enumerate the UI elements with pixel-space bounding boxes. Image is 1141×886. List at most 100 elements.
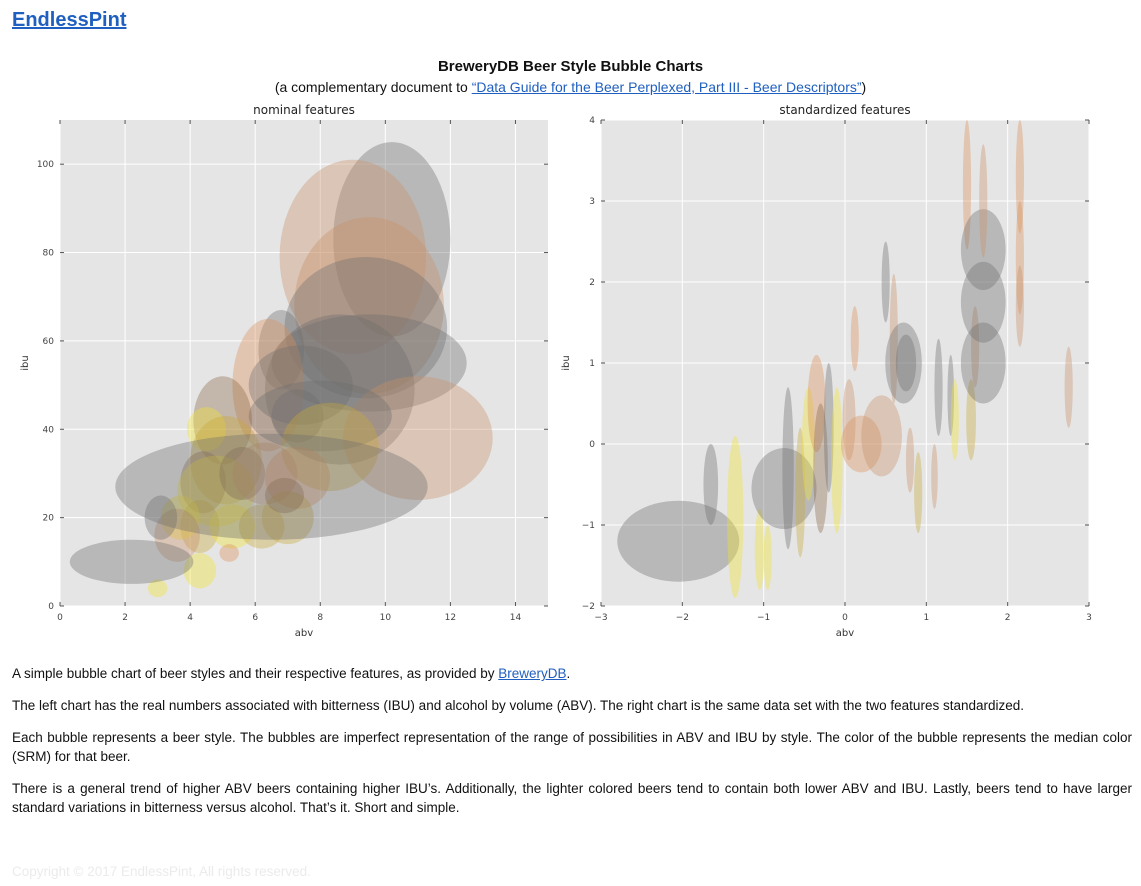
- bubble: [177, 455, 256, 527]
- y-tick-label: −2: [582, 602, 595, 612]
- bubble: [971, 306, 980, 388]
- x-tick-label: 0: [842, 613, 848, 623]
- x-tick-label: 14: [510, 613, 522, 623]
- bubble: [801, 387, 815, 501]
- chart-title: standardized features: [779, 103, 910, 117]
- bubble: [751, 448, 817, 530]
- bubble: [180, 499, 220, 553]
- bubble: [144, 495, 178, 540]
- brand-link[interactable]: EndlessPint: [12, 9, 127, 31]
- bubble: [279, 159, 426, 355]
- para1-prefix: A simple bubble chart of beer styles and…: [12, 666, 499, 681]
- subtitle-suffix: ): [861, 79, 867, 95]
- x-tick-label: −3: [594, 613, 607, 623]
- y-tick-label: 4: [589, 116, 595, 126]
- bubble: [271, 314, 467, 412]
- bubble: [1015, 265, 1024, 347]
- bubble: [154, 508, 200, 562]
- bubble: [962, 120, 972, 250]
- bubble: [180, 451, 226, 514]
- bubble: [966, 379, 976, 461]
- brewerydb-link[interactable]: BreweryDB: [498, 666, 567, 681]
- bubble: [782, 387, 794, 550]
- x-axis-label: abv: [836, 628, 854, 639]
- bubble: [69, 539, 194, 584]
- bubble: [795, 427, 806, 558]
- x-tick-label: 8: [317, 613, 323, 623]
- bubble: [727, 435, 744, 598]
- subtitle-prefix: (a complementary document to: [274, 79, 472, 95]
- bubble: [183, 552, 217, 589]
- bubble: [850, 306, 859, 372]
- y-tick-label: 2: [589, 278, 595, 288]
- bubble: [842, 379, 856, 461]
- bubble: [895, 334, 917, 392]
- bubble: [831, 387, 843, 534]
- bubble: [754, 508, 765, 590]
- bubble: [881, 241, 890, 323]
- bubble: [1015, 201, 1024, 315]
- bubble: [763, 525, 772, 590]
- bubble: [343, 376, 493, 500]
- bubble: [193, 376, 252, 465]
- bubble: [906, 427, 915, 493]
- bubble: [160, 495, 200, 540]
- paragraph-1: A simple bubble chart of beer styles and…: [12, 664, 1132, 683]
- y-tick-label: −1: [582, 521, 595, 531]
- y-axis-label: ibu: [561, 355, 572, 370]
- bubble: [840, 415, 882, 473]
- y-tick-label: 100: [37, 160, 54, 170]
- bubble: [248, 380, 392, 452]
- bubble: [271, 389, 324, 443]
- y-axis-label: ibu: [20, 355, 31, 370]
- bubble: [284, 256, 448, 399]
- paragraph-2: The left chart has the real numbers asso…: [12, 698, 1024, 713]
- bubble: [807, 354, 826, 453]
- x-tick-label: 3: [1086, 613, 1092, 623]
- chart-title: nominal features: [253, 103, 355, 117]
- para1-suffix: .: [566, 666, 571, 681]
- x-axis-label: abv: [295, 628, 313, 639]
- bubble: [960, 322, 1006, 404]
- bubble: [617, 500, 740, 582]
- x-tick-label: 1: [923, 613, 929, 623]
- data-guide-link[interactable]: “Data Guide for the Beer Perplexed, Part…: [471, 79, 862, 95]
- bubble: [947, 354, 954, 436]
- bubble: [209, 504, 256, 549]
- paragraph-4: There is a general trend of higher ABV b…: [12, 781, 1132, 815]
- gridlines: [59, 120, 548, 607]
- bubble: [931, 444, 938, 509]
- bubble: [1015, 120, 1024, 234]
- bubble: [813, 403, 828, 534]
- x-tick-label: 4: [187, 613, 193, 623]
- bubble: [950, 379, 959, 461]
- bubble: [979, 144, 988, 258]
- bubble: [261, 491, 314, 545]
- bubble: [248, 345, 353, 425]
- x-tick-label: 2: [122, 613, 128, 623]
- description: A simple bubble chart of beer styles and…: [12, 664, 1132, 830]
- bubble: [703, 444, 719, 525]
- bubble: [281, 402, 379, 492]
- bubble: [889, 273, 898, 404]
- bubbles: [69, 142, 493, 598]
- bubble: [219, 544, 239, 562]
- plot-background: [60, 120, 548, 606]
- bubble: [238, 504, 285, 549]
- x-tick-label: 0: [57, 613, 63, 623]
- x-tick-label: 10: [380, 613, 392, 623]
- bubble: [960, 261, 1006, 343]
- y-tick-label: 0: [589, 440, 595, 450]
- y-tick-label: 40: [43, 425, 55, 435]
- bubble: [264, 477, 305, 514]
- bubble: [934, 338, 943, 436]
- bubble: [115, 433, 428, 540]
- bubble: [232, 318, 304, 452]
- x-tick-label: 12: [445, 613, 456, 623]
- y-tick-label: 1: [589, 359, 595, 369]
- bubble: [960, 209, 1006, 291]
- x-tick-label: −2: [676, 613, 689, 623]
- bubble: [823, 363, 834, 493]
